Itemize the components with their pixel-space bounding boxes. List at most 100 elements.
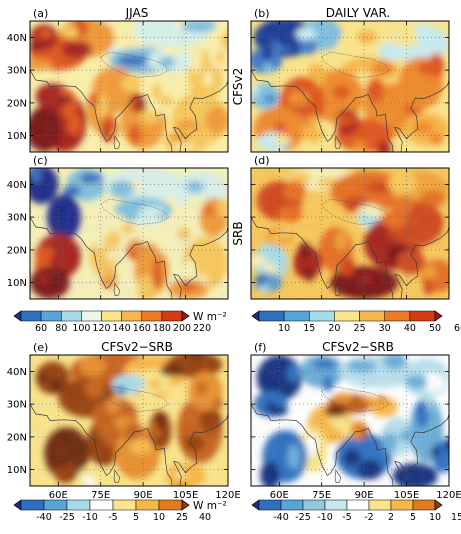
colorbar-diff-right: -40 -25 -10 -5 -2 2 5 10 15 [251,499,461,523]
lon-tick-label: 90E [134,490,153,501]
lat-tick-label: 40N [7,33,27,44]
coastline-srilanka [113,135,121,150]
colorbar-high-arrow [434,499,443,511]
texture-overlay [251,21,449,152]
colorbar-swatch [309,310,335,322]
topography-contour [321,198,390,225]
colorbar-tick-label: 25 [176,512,188,523]
coastline-srilanka [334,135,342,150]
lat-tick-label: 30N [7,400,27,411]
colorbar-tick-label: 200 [173,323,191,334]
coastline-srilanka [113,469,121,484]
map-frame [29,167,229,300]
colorbar-swatch [412,499,436,511]
colorbar-swatch [112,499,137,511]
colorbar-tick-label: 160 [133,323,151,334]
map-panel-f: 60E 75E 90E 105E 120E (f) CFSv2−SRB [250,340,461,501]
lat-tick-label: 10N [7,278,27,289]
texture-overlay [251,168,449,299]
colorbar-tick-label: -2 [364,512,373,523]
coastline [251,403,449,486]
map-frame [250,167,450,300]
topography-contour [321,385,390,412]
lat-tick-label: 30N [7,213,27,224]
colorbar-tick-label: 10 [278,323,290,334]
shaded-field [30,355,228,486]
colorbar-tick-label: 140 [113,323,131,334]
colorbar-high-arrow [181,499,190,511]
texture-overlay [30,168,228,299]
lon-tick-label: 75E [312,490,331,501]
lon-tick-label: 105E [173,490,198,501]
texture-overlay [30,21,228,152]
colorbar-tick-label: 60 [454,323,461,334]
panel-letter: (e) [33,341,48,354]
colorbar-swatch [280,499,304,511]
colorbar-tick-label: 25 [354,323,366,334]
panel-letter: (f) [254,341,266,354]
map-panel-e: 10N 20N 30N 40N 60E 75E 90E 105E 120E (e) CFSv2−SR… [7,340,241,501]
colorbar-tick-label: 40 [199,512,211,523]
colorbar-diff-left: -40 -25 -10 -5 5 10 25 40W m⁻² [13,499,227,523]
coastline [251,69,449,152]
colorbar-swatch [346,499,370,511]
colorbar-tick-label: 40 [404,323,416,334]
colorbar-tick-label: 30 [379,323,391,334]
colorbar-swatch [302,499,326,511]
map-frame [29,20,229,153]
panel-title: CFSv2−SRB [322,340,394,354]
panel-title: CFSv2−SRB [101,340,173,354]
map-panel-b: (b) DAILY VAR. [250,6,450,153]
colorbar-swatch [81,310,102,322]
coastline [30,216,228,299]
colorbar-swatch [135,499,160,511]
colorbar-swatch [66,499,91,511]
colorbar-swatch [61,310,82,322]
panel-letter: (b) [254,7,270,20]
panel-title: DAILY VAR. [326,6,390,20]
shaded-field [30,168,228,299]
colorbar-swatch [89,499,114,511]
map-frame [250,354,450,487]
map-panel-a: 10N 20N 30N 40N (a) JJAS [7,6,229,153]
colorbar-high-arrow [434,310,443,322]
lat-tick-label: 20N [7,98,27,109]
topography-contour [100,385,169,412]
panel-letter: (d) [254,154,270,167]
colorbar-tick-label: 5 [410,512,416,523]
lat-tick-label: 40N [7,180,27,191]
colorbar-high-arrow [181,310,190,322]
colorbar-swatch [20,499,45,511]
lon-tick-label: 105E [394,490,419,501]
panels-layer: 10N 20N 30N 40N (a) JJAS (b) DAILY VAR. 10N 20N 30… [7,6,461,501]
colorbar-tick-label: 15 [303,323,315,334]
colorbar-tick-label: 180 [153,323,171,334]
shaded-field [251,355,449,486]
colorbar-swatch [158,499,183,511]
colorbar-abs-right: 10 15 20 25 30 40 50 60 [251,310,461,334]
lat-tick-label: 20N [7,432,27,443]
lon-tick-label: 75E [91,490,110,501]
colorbar-swatch [141,310,163,322]
lon-tick-label: 90E [355,490,374,501]
colorbar-tick-label: 2 [388,512,394,523]
colorbar-swatch [390,499,414,511]
colorbar-tick-label: 10 [153,512,165,523]
row-labels-layer: CFSv2 SRB [231,68,245,246]
panel-title: JJAS [125,6,149,20]
coastline [30,69,228,152]
colorbar-low-arrow [13,310,22,322]
colorbar-swatch [359,310,385,322]
colorbar-swatch [283,310,310,322]
coastline [251,216,449,299]
shaded-field [251,21,449,152]
colorbar-low-arrow [251,499,260,511]
colorbar-low-arrow [13,499,22,511]
colorbar-swatch [258,499,282,511]
lon-tick-label: 120E [436,490,461,501]
topography-contour [100,198,169,225]
colorbar-tick-label: 60 [35,323,47,334]
coastline-srilanka [113,282,121,297]
lat-tick-label: 20N [7,245,27,256]
